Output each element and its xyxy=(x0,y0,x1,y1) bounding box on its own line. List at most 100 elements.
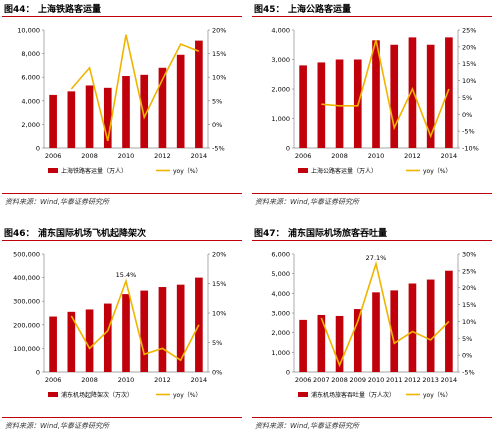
bar xyxy=(317,314,326,372)
source-divider xyxy=(2,193,242,194)
right-tick-label: -5% xyxy=(212,145,225,153)
title-bar: 图44： 上海铁路客运量 xyxy=(2,0,242,17)
title-bar: 图46： 浦东国际机场飞机起降架次 xyxy=(2,224,242,241)
bar xyxy=(426,279,435,372)
right-tick-label: 15% xyxy=(212,280,226,288)
figure-number: 图44： xyxy=(4,5,35,15)
x-tick-label: 2014 xyxy=(441,376,458,384)
bar xyxy=(67,311,76,372)
yoy-line xyxy=(70,278,200,362)
x-tick-label: 2009 xyxy=(350,376,367,384)
left-tick-label: 4,000 xyxy=(271,290,290,298)
left-tick-label: 500,000 xyxy=(13,251,40,259)
right-tick-label: 0% xyxy=(462,111,472,119)
left-tick-label: 6,000 xyxy=(271,251,290,259)
legend-line-label: yoy（%） xyxy=(173,392,201,399)
source-note: 资料来源：Wind,华泰证券研究所 xyxy=(255,422,359,430)
right-tick-label: 15% xyxy=(212,50,226,58)
bar xyxy=(140,74,149,148)
bar xyxy=(408,283,417,372)
chart-svg: 0 100,000 200,000 300,000 400,000 500,000 0% 5%… xyxy=(13,251,226,400)
figure-number: 图45： xyxy=(254,5,285,15)
bar xyxy=(390,44,399,148)
right-tick-label: 15% xyxy=(462,60,476,68)
left-tick-label: 4,000 xyxy=(271,27,290,35)
bar xyxy=(426,44,435,148)
legend-bar-label: 上海铁路客运量（万人） xyxy=(61,167,127,175)
bar xyxy=(445,37,453,148)
right-tick-label: 30% xyxy=(462,251,476,259)
source-note: 资料来源：Wind,华泰证券研究所 xyxy=(5,198,109,206)
x-tick-label: 2013 xyxy=(422,376,439,384)
left-tick-label: 6,000 xyxy=(21,74,40,82)
x-tick-label: 2010 xyxy=(368,152,385,160)
right-tick-label: 5% xyxy=(462,335,472,343)
bar xyxy=(103,303,112,372)
legend-bar-swatch xyxy=(48,168,58,173)
bar xyxy=(158,287,167,372)
chart-panel-airport-flights: 图46： 浦东国际机场飞机起降架次 0 100,000 200,000 300,000… xyxy=(2,224,248,441)
chart-title: 浦东国际机场飞机起降架次 xyxy=(38,229,147,239)
bar xyxy=(49,316,57,372)
bar xyxy=(85,85,94,148)
x-tick-label: 2014 xyxy=(191,152,208,160)
bar xyxy=(122,294,130,372)
legend-line-label: yoy（%） xyxy=(423,168,451,175)
data-label: 27.1% xyxy=(366,254,387,262)
bar xyxy=(353,309,362,372)
bar xyxy=(372,292,380,372)
source-note: 资料来源：Wind,华泰证券研究所 xyxy=(5,422,109,430)
title-bar: 图47： 浦东国际机场旅客吞吐量 xyxy=(252,224,492,241)
x-tick-label: 2007 xyxy=(313,376,330,384)
x-tick-label: 2014 xyxy=(191,376,208,384)
left-tick-label: 200,000 xyxy=(13,321,40,329)
left-tick-label: 4,000 xyxy=(21,97,40,105)
yoy-line xyxy=(70,34,200,142)
figure-number: 图46： xyxy=(4,229,35,239)
left-tick-label: 0 xyxy=(36,369,40,377)
bar xyxy=(195,277,203,372)
figure-number: 图47： xyxy=(254,229,285,239)
x-tick-label: 2006 xyxy=(45,376,62,384)
x-tick-label: 2008 xyxy=(331,152,348,160)
bar xyxy=(49,94,57,148)
right-tick-label: 20% xyxy=(212,27,226,35)
left-tick-label: 300,000 xyxy=(13,298,40,306)
bar xyxy=(67,91,76,148)
bar xyxy=(335,315,344,372)
left-tick-label: 400,000 xyxy=(13,274,40,282)
x-tick-label: 2010 xyxy=(368,376,385,384)
bar xyxy=(445,270,453,372)
x-tick-label: 2006 xyxy=(295,376,312,384)
bar xyxy=(195,40,203,148)
source-note: 资料来源：Wind,华泰证券研究所 xyxy=(255,198,359,206)
legend-bar-swatch xyxy=(48,392,58,397)
chart-svg: 0 1,000 2,000 3,000 4,000 5,000 6,000 -5% 0% 5% 10… xyxy=(271,251,476,400)
right-tick-label: -5% xyxy=(462,128,475,136)
bar xyxy=(372,40,380,149)
x-tick-label: 2008 xyxy=(331,376,348,384)
left-tick-label: 100,000 xyxy=(13,345,40,353)
x-tick-label: 2012 xyxy=(154,376,171,384)
left-tick-label: 0 xyxy=(36,145,40,153)
chart-title: 上海公路客运量 xyxy=(288,5,352,15)
chart-svg: 0 1,000 2,000 3,000 4,000 -10% -5% 0% 5% 10% 15% 20… xyxy=(271,27,479,176)
left-tick-label: 10,000 xyxy=(17,27,40,35)
right-tick-label: 0% xyxy=(212,121,222,129)
right-tick-label: 0% xyxy=(462,352,472,360)
bar xyxy=(158,67,167,148)
bar xyxy=(140,290,149,372)
bar xyxy=(122,76,130,148)
bar xyxy=(299,65,307,148)
left-tick-label: 0 xyxy=(286,369,290,377)
right-tick-label: 5% xyxy=(212,97,222,105)
x-tick-label: 2008 xyxy=(81,376,98,384)
right-tick-label: 10% xyxy=(462,318,476,326)
bar xyxy=(317,62,326,149)
left-tick-label: 3,000 xyxy=(271,310,290,318)
right-tick-label: 0% xyxy=(212,369,222,377)
legend-line-label: yoy（%） xyxy=(423,392,451,399)
right-tick-label: -10% xyxy=(462,145,479,153)
right-tick-label: 25% xyxy=(462,267,476,275)
yoy-line xyxy=(321,39,450,139)
